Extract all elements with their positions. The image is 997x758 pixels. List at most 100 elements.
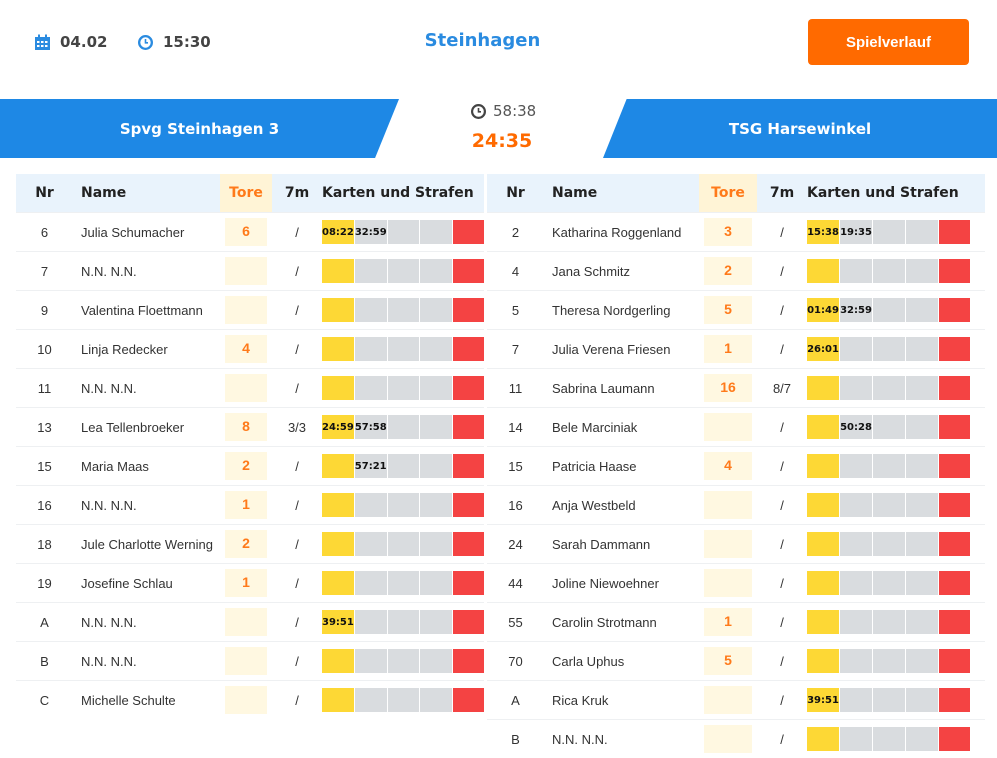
seven-m-value: /	[757, 486, 807, 525]
cards-cell	[322, 642, 484, 681]
player-name: Bele Marciniak	[544, 408, 699, 447]
seven-m-value: /	[272, 213, 322, 252]
seven-m-value: /	[272, 369, 322, 408]
player-number: 4	[487, 252, 544, 291]
penalty-slot-3	[906, 298, 938, 322]
penalty-slot-3	[420, 571, 452, 595]
player-name: Rica Kruk	[544, 681, 699, 720]
goals-cell	[699, 720, 757, 758]
goals-value	[225, 608, 267, 636]
red-card-slot	[939, 454, 970, 478]
red-card-slot	[453, 571, 484, 595]
goals-cell: 1	[220, 564, 272, 603]
penalty-slot-3	[420, 493, 452, 517]
goals-value: 2	[704, 257, 752, 285]
cards-cell	[807, 642, 985, 681]
player-number: 11	[16, 369, 73, 408]
cards-cell	[322, 252, 484, 291]
penalty-slot-3	[906, 532, 938, 556]
player-number: 55	[487, 603, 544, 642]
home-team-name: Spvg Steinhagen 3	[120, 120, 279, 138]
penalty-slot-2	[388, 571, 420, 595]
player-name: N.N. N.N.	[73, 252, 220, 291]
red-card-slot	[939, 649, 970, 673]
seven-m-value: /	[757, 213, 807, 252]
penalty-slot-3	[420, 610, 452, 634]
penalty-slot-3	[906, 220, 938, 244]
penalty-slot-1	[840, 571, 872, 595]
player-number: 2	[487, 213, 544, 252]
penalty-slot-1	[355, 571, 387, 595]
goals-cell: 16	[699, 369, 757, 408]
seven-m-value: /	[272, 330, 322, 369]
goals-cell: 5	[699, 291, 757, 330]
yellow-card-slot	[807, 376, 839, 400]
goals-value: 1	[704, 335, 752, 363]
penalty-slot-1	[355, 259, 387, 283]
penalty-slot-2	[873, 415, 905, 439]
seven-m-value: /	[757, 252, 807, 291]
penalty-slot-2	[873, 259, 905, 283]
seven-m-value: /	[272, 291, 322, 330]
penalty-slot-3	[906, 454, 938, 478]
penalty-slot-2	[388, 220, 420, 244]
table-header-row: Nr Name Tore 7m Karten und Strafen	[16, 174, 484, 213]
yellow-card-slot	[322, 376, 354, 400]
col-name: Name	[73, 174, 220, 213]
player-number: 10	[16, 330, 73, 369]
penalty-slot-1	[355, 493, 387, 517]
player-number: C	[16, 681, 73, 720]
game-clock-text: 58:38	[493, 102, 536, 120]
player-name: Maria Maas	[73, 447, 220, 486]
goals-value: 8	[225, 413, 267, 441]
cards-cell	[322, 486, 484, 525]
player-name: Linja Redecker	[73, 330, 220, 369]
red-card-slot	[939, 259, 970, 283]
cards-cell	[807, 486, 985, 525]
yellow-card-slot	[322, 493, 354, 517]
player-number: 15	[16, 447, 73, 486]
goals-value: 2	[225, 452, 267, 480]
goals-cell: 2	[220, 447, 272, 486]
red-card-slot	[453, 649, 484, 673]
cards-cell	[807, 603, 985, 642]
seven-m-value: /	[757, 525, 807, 564]
goals-value	[704, 491, 752, 519]
penalty-slot-2	[873, 727, 905, 751]
yellow-card-slot: 01:49	[807, 298, 839, 322]
penalty-slot-2	[388, 298, 420, 322]
col-cards: Karten und Strafen	[807, 174, 985, 213]
goals-cell: 1	[699, 330, 757, 369]
col-nr: Nr	[487, 174, 544, 213]
goals-cell: 3	[699, 213, 757, 252]
penalty-slot-2	[873, 610, 905, 634]
cards-cell: 39:51	[807, 681, 985, 720]
penalty-slot-3	[420, 298, 452, 322]
seven-m-value: /	[757, 642, 807, 681]
penalty-slot-1	[355, 532, 387, 556]
cards-cell	[322, 564, 484, 603]
red-card-slot	[453, 532, 484, 556]
goals-value	[225, 296, 267, 324]
col-cards: Karten und Strafen	[322, 174, 484, 213]
yellow-card-slot	[322, 532, 354, 556]
goals-cell: 2	[699, 252, 757, 291]
red-card-slot	[453, 493, 484, 517]
player-number: 6	[16, 213, 73, 252]
penalty-slot-1	[840, 493, 872, 517]
final-score: 24:35	[460, 130, 544, 152]
goals-value: 1	[225, 569, 267, 597]
goals-value	[704, 530, 752, 558]
goals-value: 16	[704, 374, 752, 402]
penalty-slot-1	[355, 610, 387, 634]
penalty-slot-2	[388, 493, 420, 517]
spielverlauf-button[interactable]: Spielverlauf	[808, 19, 969, 65]
